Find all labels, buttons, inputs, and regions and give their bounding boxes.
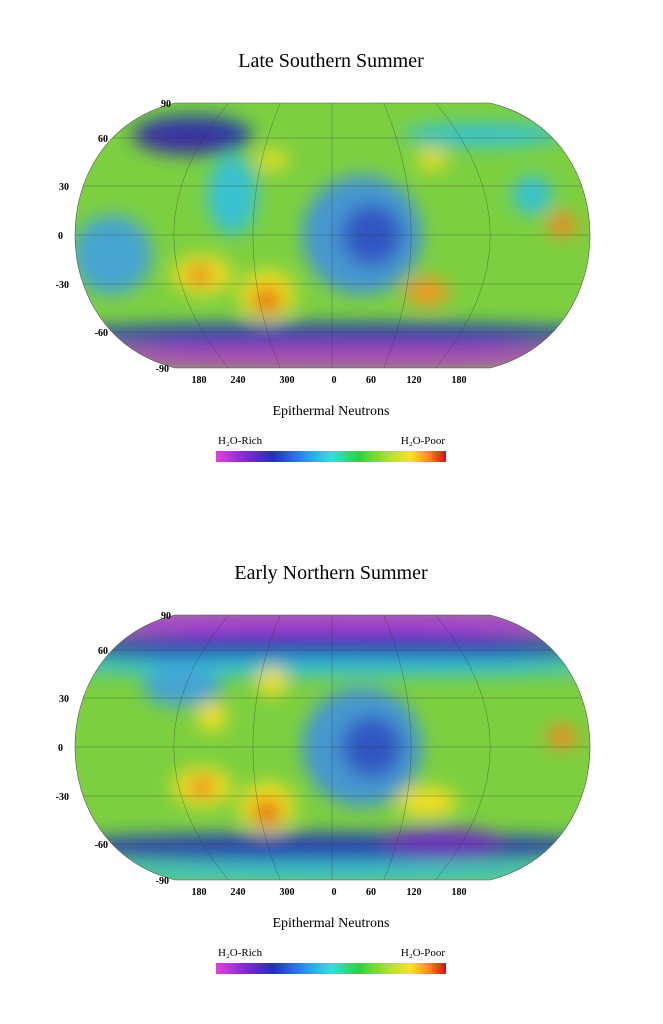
region [137, 128, 227, 152]
map-shading [75, 115, 590, 368]
region [397, 787, 457, 817]
map-border [74, 102, 591, 369]
panel: Early Northern Summer9060300-30-60-90180… [56, 562, 591, 974]
map-shading [75, 615, 590, 880]
lon-label: 60 [366, 375, 376, 386]
lon-label: 180 [192, 375, 207, 386]
region [190, 779, 214, 795]
lat-label: -30 [56, 792, 69, 803]
legend-low: H₂O-Rich [218, 947, 263, 959]
lon-label: 180 [452, 887, 467, 898]
map [75, 615, 590, 880]
lon-label: 300 [280, 375, 295, 386]
caption: Epithermal Neutrons [272, 404, 389, 419]
meridian [383, 103, 412, 368]
color-bar [216, 451, 446, 462]
map-border [74, 614, 591, 881]
lat-label: 90 [161, 99, 171, 110]
lon-label: 120 [407, 375, 422, 386]
region [417, 150, 447, 170]
lon-label: 0 [332, 375, 337, 386]
lat-label: 0 [58, 231, 63, 242]
region [547, 213, 577, 237]
meridian [252, 103, 281, 368]
color-bar [216, 963, 446, 974]
region [253, 800, 281, 824]
lat-label: 60 [98, 134, 108, 145]
region [547, 725, 577, 749]
region [257, 667, 287, 697]
region [382, 827, 502, 857]
region [142, 667, 222, 707]
panel-title: Late Southern Summer [238, 50, 424, 72]
meridian [383, 615, 412, 880]
caption: Epithermal Neutrons [272, 916, 389, 931]
lon-label: 120 [407, 887, 422, 898]
lat-label: 90 [161, 611, 171, 622]
lat-label: -60 [95, 328, 108, 339]
meridian [435, 615, 491, 880]
legend-high: H₂O-Poor [401, 435, 446, 447]
lat-label: 0 [58, 743, 63, 754]
legend-high: H₂O-Poor [401, 947, 446, 959]
lon-label: 180 [192, 887, 207, 898]
region [197, 702, 227, 732]
region [405, 278, 449, 306]
region [512, 175, 552, 215]
meridian [173, 615, 229, 880]
map [75, 103, 590, 368]
lat-label: -60 [95, 840, 108, 851]
meridian [173, 103, 229, 368]
region [207, 155, 257, 235]
lat-label: 30 [59, 694, 69, 705]
lon-label: 300 [280, 887, 295, 898]
region [257, 150, 287, 170]
panel-title: Early Northern Summer [234, 562, 428, 584]
legend-low: H₂O-Rich [218, 435, 263, 447]
lon-label: 180 [452, 375, 467, 386]
lon-label: 60 [366, 887, 376, 898]
lon-label: 240 [231, 375, 246, 386]
region [402, 123, 562, 147]
lat-label: -90 [156, 876, 169, 887]
lon-label: 0 [332, 887, 337, 898]
lat-label: 60 [98, 646, 108, 657]
lat-label: 30 [59, 182, 69, 193]
region [188, 267, 212, 283]
meridian [435, 103, 491, 368]
lon-label: 240 [231, 887, 246, 898]
lat-label: -90 [156, 364, 169, 375]
region [253, 288, 281, 312]
meridian [252, 615, 281, 880]
region [75, 215, 152, 295]
lat-label: -30 [56, 280, 69, 291]
